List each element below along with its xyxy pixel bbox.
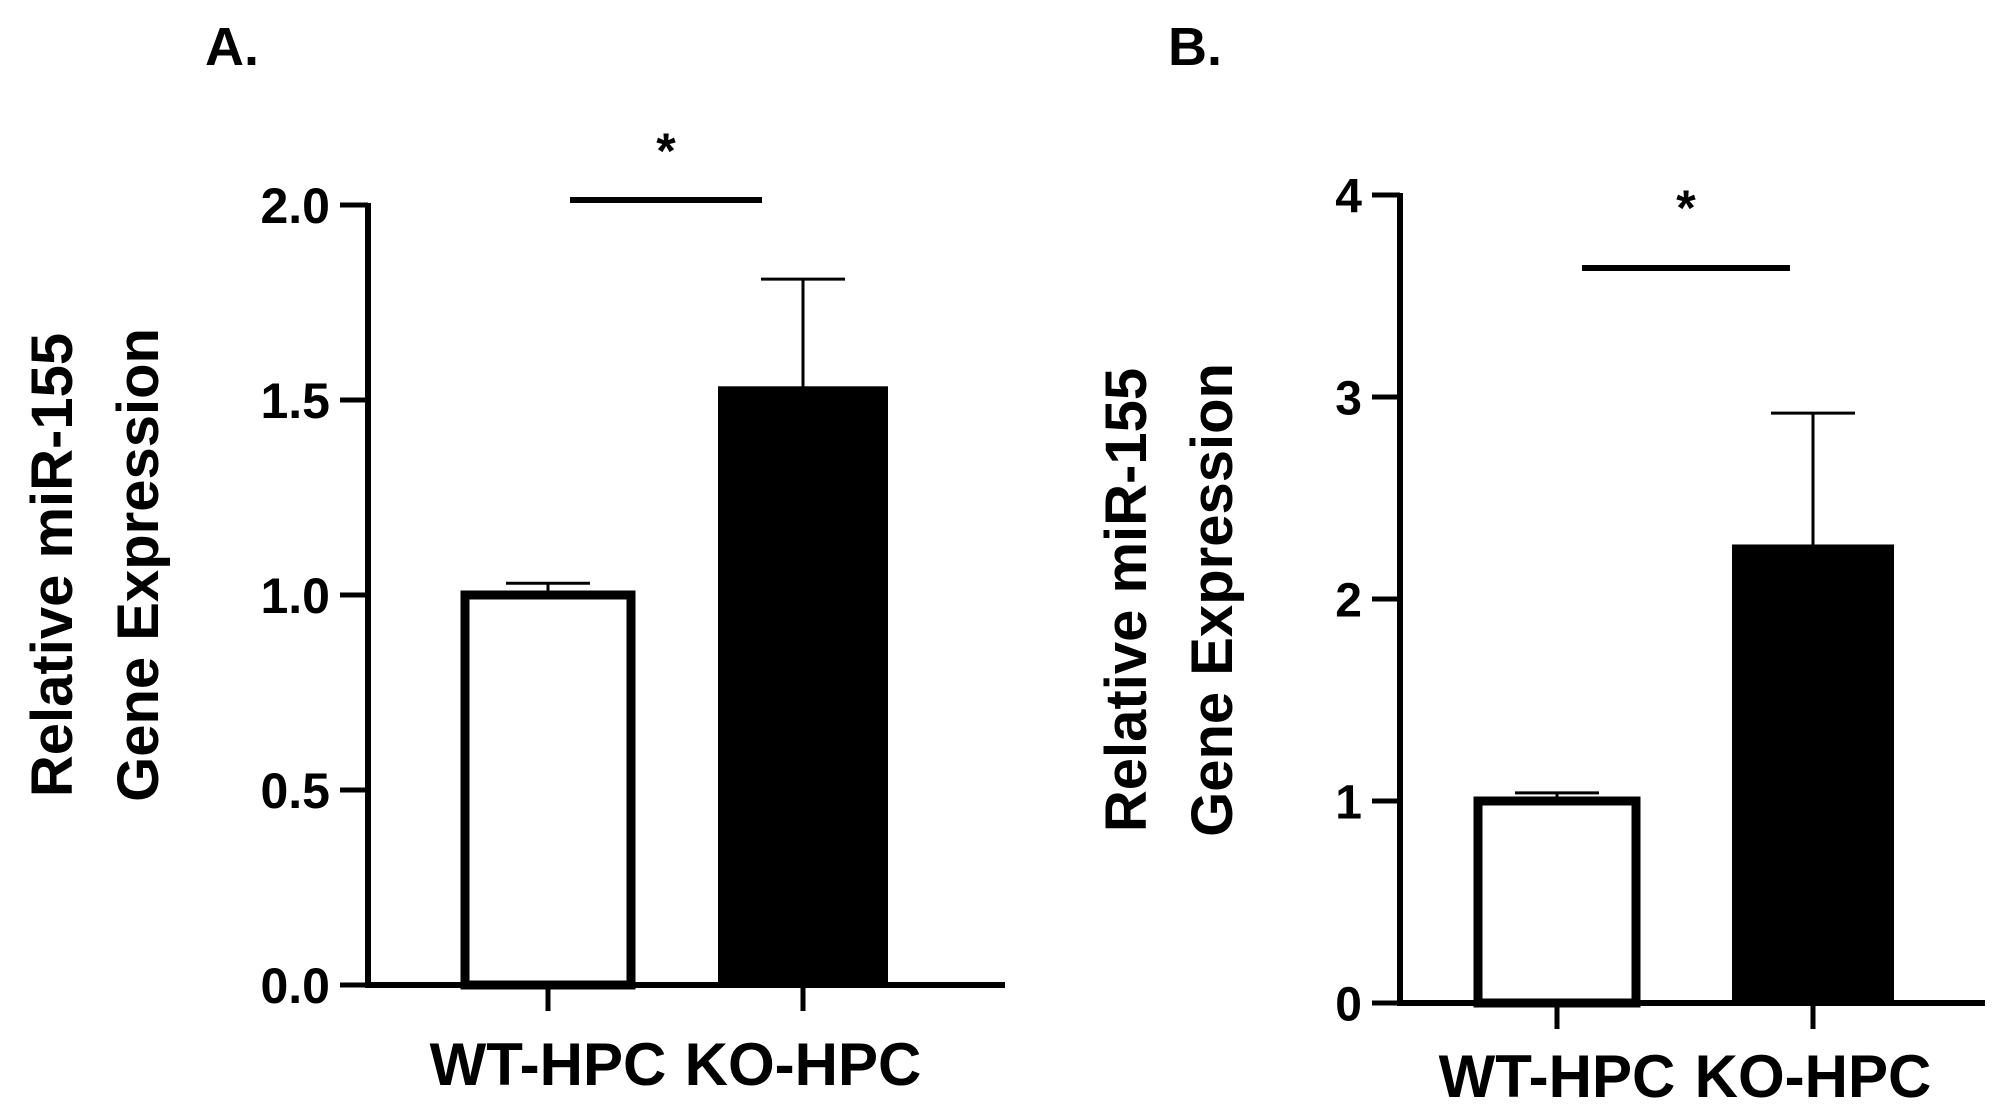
panel-b-y-tick-label: 3 — [1335, 372, 1362, 425]
panel-b-ylabel-line2: Gene Expression — [1180, 363, 1245, 837]
panel-a-bar-ko-hpc — [718, 386, 888, 987]
panel-b-bar-ko-hpc — [1732, 544, 1894, 1005]
panel-a-ylabel-line2: Gene Expression — [106, 328, 171, 802]
panel-a-significance-marker: * — [656, 123, 676, 179]
panel-a-label: A. — [205, 17, 259, 77]
panel-a-marks: 0.0 0.5 1.0 1.5 2.0 WT-HPC KO-HPC * — [260, 123, 1005, 1098]
panel-a-y-tick-label: 0.0 — [260, 958, 330, 1014]
panel-b-category-label: KO-HPC — [1695, 1043, 1932, 1110]
panel-a-bar-wt-hpc — [460, 590, 636, 990]
panel-a-ylabel-line1: Relative miR-155 — [20, 333, 85, 797]
panel-a-y-tick-label: 1.0 — [260, 568, 330, 624]
panel-b-y-tick-label: 2 — [1335, 574, 1362, 627]
panel-a-y-tick-label: 1.5 — [260, 373, 330, 429]
panel-b: B. Relative miR-155 Gene Expression 0 1 2 3… — [1094, 17, 1985, 1110]
panel-a-y-tick-label: 2.0 — [260, 178, 330, 234]
panel-b-y-tick-label: 0 — [1335, 978, 1362, 1031]
panel-a-y-tick-label: 0.5 — [260, 763, 330, 819]
panel-a-category-label: WT-HPC — [430, 1031, 667, 1098]
panel-b-y-tick-label: 1 — [1335, 776, 1362, 829]
panel-b-ylabel-line1: Relative miR-155 — [1094, 368, 1159, 832]
panel-a-category-label: KO-HPC — [685, 1031, 922, 1098]
panel-b-bar-wt-hpc — [1473, 796, 1641, 1008]
panel-b-category-label: WT-HPC — [1439, 1043, 1676, 1110]
panel-b-y-tick-label: 4 — [1335, 170, 1362, 223]
panel-a: A. Relative miR-155 Gene Expression 0.00… — [20, 17, 1005, 1098]
panel-b-label: B. — [1168, 17, 1222, 77]
panel-b-marks: 0 1 2 3 4 WT-HPC KO-HPC * — [1335, 170, 1985, 1110]
panel-b-significance-marker: * — [1676, 180, 1696, 236]
